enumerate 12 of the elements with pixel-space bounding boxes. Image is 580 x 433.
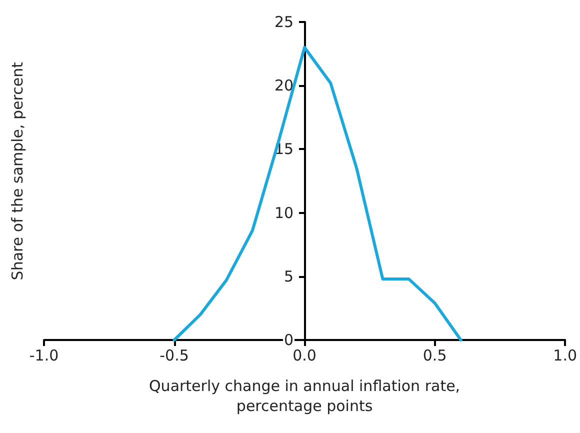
x-tick-label: 1.0 [553,346,577,364]
y-axis-title: Share of the sample, percent [8,62,26,280]
x-tick-label: 0.0 [292,346,316,364]
y-tick-label: 10 [274,204,294,222]
y-tick-label: 5 [284,267,294,286]
x-axis-title: Quarterly change in annual inflation rate, percentage points [148,377,460,415]
y-tick-label: 25 [274,13,294,31]
x-tick-label: 0.5 [422,346,447,364]
x-tick-label: -0.5 [160,346,189,364]
x-tick-label: -1.0 [29,346,59,364]
y-tick-label: 0 [284,331,294,349]
y-tick-label: 20 [274,76,294,95]
